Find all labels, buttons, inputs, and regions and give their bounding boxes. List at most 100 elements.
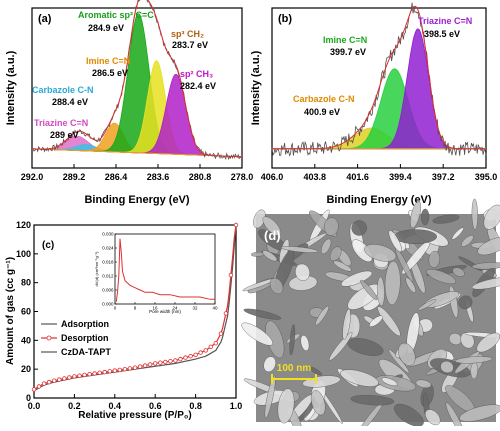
sem-flake: [418, 299, 437, 311]
desorption-marker: [218, 331, 224, 336]
inset-y-tick-label: 0.006: [102, 288, 114, 293]
scale-bar-label: 100 nm: [277, 363, 312, 374]
inset-x-tick-label: 8: [134, 306, 137, 311]
desorption-marker: [193, 352, 198, 357]
sem-flake: [320, 238, 332, 255]
sem-flake: [398, 342, 416, 366]
sem-flake: [471, 262, 500, 270]
sem-flake: [340, 369, 379, 387]
inset-y-tick-label: 0.024: [102, 246, 114, 251]
sem-flake: [460, 332, 475, 349]
x-tick-label: 278.0: [231, 172, 254, 182]
y-tick-label: 40: [21, 335, 31, 345]
peak-value-label: 398.5 eV: [424, 29, 460, 39]
legend-label: Desorption: [61, 333, 109, 343]
sem-flake: [360, 279, 378, 301]
sem-flake: [243, 308, 282, 320]
fit-envelope-line: [32, 0, 242, 158]
sem-flake: [328, 332, 353, 361]
sem-flake: [351, 220, 367, 236]
y-tick-label: 0: [26, 393, 31, 403]
desorption-marker: [203, 348, 208, 353]
desorption-marker: [102, 369, 107, 375]
sem-flake: [459, 404, 500, 422]
desorption-marker: [208, 344, 213, 349]
sem-flake: [295, 263, 310, 281]
x-tick-label: 401.6: [346, 172, 369, 182]
desorption-marker: [223, 311, 229, 316]
desorption-marker: [147, 362, 153, 367]
fit-envelope-line: [272, 5, 486, 150]
desorption-marker: [92, 371, 97, 376]
sem-flake: [477, 236, 500, 256]
panel-label-c: (c): [42, 240, 54, 251]
sem-flake: [388, 230, 402, 253]
sem-flake: [381, 377, 398, 386]
desorption-marker: [127, 366, 133, 371]
x-tick-label: 0.8: [189, 401, 202, 411]
desorption-marker: [97, 370, 102, 375]
desorption-marker: [183, 355, 188, 360]
sem-flake: [350, 394, 395, 406]
y-tick-label: 20: [21, 364, 31, 374]
sem-flake: [377, 276, 385, 307]
plot-frame-b: [271, 7, 487, 169]
sem-flake: [461, 235, 474, 247]
sem-flake: [410, 201, 422, 229]
sem-flake: [455, 356, 493, 364]
x-tick-label: 1.0: [230, 401, 243, 411]
sem-flake: [471, 276, 500, 290]
sem-flake: [426, 269, 457, 285]
panel-d: (d) 100 nm: [241, 198, 500, 431]
x-tick-label: 289.2: [63, 172, 86, 182]
x-tick-label: 0.4: [109, 401, 122, 411]
inset-y-tick-label: 0.030: [102, 232, 114, 237]
desorption-marker: [233, 222, 239, 228]
desorption-marker: [168, 359, 173, 364]
desorption-marker: [188, 354, 193, 359]
sem-flake: [315, 305, 330, 326]
desorption-marker: [67, 375, 72, 380]
desorption-marker: [57, 377, 62, 382]
desorption-marker: [46, 379, 52, 385]
y-axis-label-a: Intensity (a.u.): [5, 50, 17, 125]
sem-flake: [384, 260, 401, 306]
desorption-marker: [72, 374, 77, 379]
sem-flake: [262, 216, 281, 236]
peak-name-label: Imine C=N: [86, 56, 130, 66]
peak-name-label: Carbazole C-N: [32, 85, 94, 95]
legend-label: CzDA-TAPT: [61, 347, 111, 357]
x-tick-label: 397.2: [432, 172, 455, 182]
sem-flake: [263, 356, 276, 373]
desorption-marker: [52, 378, 57, 383]
panel-b: (b) Binding Energy (eV) Intensity (a.u.)…: [250, 2, 497, 206]
peak-name-label: Triazine C=N: [34, 118, 88, 128]
sem-flake: [280, 246, 319, 253]
desorption-marker: [122, 367, 128, 372]
peak-name-label: Carbazole C-N: [293, 94, 355, 104]
peak-value-label: 288.4 eV: [52, 97, 88, 107]
sem-flake: [394, 403, 424, 427]
x-tick-label: 403.8: [304, 172, 327, 182]
sem-flake: [440, 360, 454, 374]
sem-flake: [452, 267, 465, 277]
panel-a: (a) Binding Energy (eV) Intensity (a.u.)…: [5, 0, 253, 206]
sem-flake: [308, 366, 323, 376]
sem-flake: [393, 229, 438, 244]
sem-flake: [241, 322, 273, 346]
desorption-marker: [112, 368, 117, 373]
desorption-marker: [152, 361, 158, 366]
sem-flake: [269, 277, 284, 295]
inset-x-tick-label: 16: [152, 306, 158, 311]
x-axis-label-a: Binding Energy (eV): [84, 194, 189, 206]
inset-y-tick-label: 0.000: [102, 302, 114, 307]
sem-flake: [323, 217, 339, 236]
peak-value-label: 289 eV: [50, 130, 79, 140]
sem-flake: [342, 308, 351, 340]
y-tick-label: 100: [16, 249, 31, 259]
x-tick-label: 399.4: [389, 172, 412, 182]
sem-flake: [415, 379, 432, 389]
x-axis-label-c: Relative pressure (P/P₀): [78, 410, 191, 421]
peak-value-label: 399.7 eV: [330, 47, 366, 57]
